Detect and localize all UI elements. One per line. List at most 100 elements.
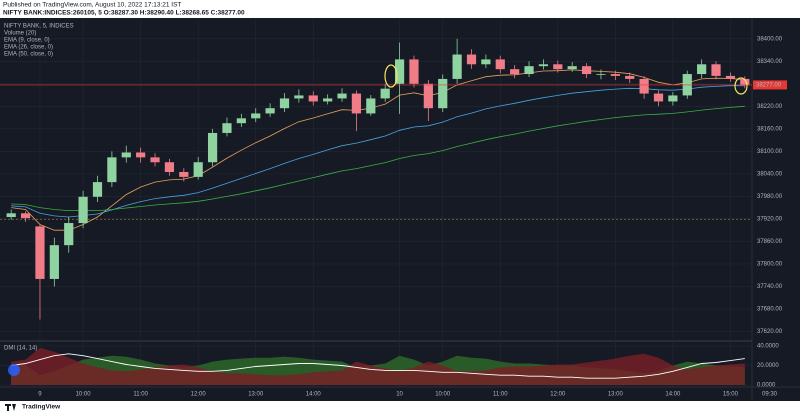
y-tick-label: 37740.00 [757, 284, 783, 290]
candle-body [107, 157, 117, 183]
legend-title: NIFTY BANK, 5, INDICES [4, 24, 74, 30]
y-tick-label: 38220.00 [757, 104, 783, 110]
candle-body [625, 75, 635, 79]
legend-entry: Volume (20) [4, 31, 36, 37]
candle-body [279, 98, 290, 109]
candle-body [510, 69, 520, 75]
header-line-2: NIFTY BANK:INDICES:260105, 5 O:38287.30 … [3, 10, 245, 17]
candle-body [323, 98, 333, 102]
plot-layer: 38400.0038340.0038280.0038220.0038160.00… [0, 18, 787, 398]
candle-body [610, 74, 620, 76]
x-tick-label: 14:00 [665, 392, 681, 398]
candle-body [6, 213, 16, 218]
candle-body [581, 66, 592, 75]
y-tick-label: 38400.00 [757, 36, 783, 42]
annotation-circle [734, 77, 748, 95]
x-tick-label: 10:00 [76, 392, 92, 398]
candle-body [596, 74, 606, 75]
candle-body [452, 54, 462, 79]
candle-body [179, 171, 189, 177]
footer-logo: TradingView [22, 404, 61, 411]
candle-body [265, 108, 275, 114]
dmi-title: DMI (14, 14) [4, 346, 37, 352]
x-tick-label: 10:00 [435, 392, 451, 398]
candle-body [423, 83, 433, 109]
candle-body [740, 78, 750, 85]
candle-body [35, 226, 45, 279]
candle-body [409, 59, 419, 84]
ema-line [11, 105, 745, 211]
candle-body [524, 66, 534, 75]
candle-body [294, 95, 304, 99]
candle-body [380, 88, 390, 99]
x-corner-label: 09:30 [762, 392, 778, 398]
candle-body [20, 213, 31, 219]
candle-body [92, 182, 103, 197]
x-tick-label: 11:00 [133, 392, 148, 398]
candle-body [337, 93, 347, 99]
y-tick-label: 37980.00 [757, 194, 783, 200]
y2-tick-label: 0.0000 [757, 383, 776, 389]
indicator-icon[interactable] [8, 364, 20, 376]
candle-body [308, 95, 318, 102]
candle-body [121, 152, 131, 158]
candle-body [538, 64, 549, 67]
last-price-label: 38277.00 [756, 83, 782, 89]
candle-body [222, 123, 232, 133]
x-tick-label: 12:00 [550, 392, 566, 398]
candle-body [78, 196, 88, 224]
y-tick-label: 37620.00 [757, 329, 783, 335]
candle-body [697, 64, 707, 75]
candle-body [193, 162, 203, 177]
x-tick-label: 15:00 [723, 392, 739, 398]
adx-line [11, 353, 745, 379]
x-tick-label: 10 [396, 392, 403, 398]
candle-body [236, 118, 246, 124]
candle-body [366, 98, 376, 114]
candle-body [495, 59, 505, 70]
header-line-1: Published on TradingView.com, August 10,… [3, 2, 181, 9]
x-tick-label: 13:00 [248, 392, 264, 398]
y2-tick-label: 20.0000 [757, 363, 779, 369]
ema-line [11, 85, 745, 218]
candle-body [466, 54, 477, 65]
y-tick-label: 37680.00 [757, 307, 783, 313]
annotation-circle [384, 64, 398, 88]
x-tick-label: 13:00 [608, 392, 624, 398]
y-tick-label: 38340.00 [757, 59, 783, 65]
y-tick-label: 37800.00 [757, 262, 783, 268]
candle-body [351, 93, 362, 114]
candle-body [567, 66, 577, 70]
candle-body [207, 132, 218, 163]
candle-body [438, 78, 448, 109]
x-tick-label: 11:00 [493, 392, 508, 398]
candle-body [668, 95, 678, 102]
y-tick-label: 38160.00 [757, 126, 783, 132]
candle-body [639, 78, 649, 94]
y-tick-label: 37920.00 [757, 216, 783, 222]
ema-line [11, 69, 745, 231]
candle-body [481, 59, 491, 65]
di-area [11, 347, 745, 385]
candle-body [711, 64, 721, 76]
candle-body [725, 75, 736, 79]
x-tick-label: 9 [38, 392, 42, 398]
y-tick-label: 37860.00 [757, 239, 783, 245]
legend-entry: EMA (9, close, 0) [4, 38, 50, 44]
candle-body [64, 223, 74, 246]
legend-entry: EMA (26, close, 0) [4, 45, 53, 51]
candle-body [251, 113, 261, 119]
candle-body [49, 245, 59, 279]
x-tick-label: 14:00 [306, 392, 322, 398]
x-tick-label: 12:00 [191, 392, 207, 398]
y2-tick-label: 40.0000 [757, 344, 779, 350]
logo-mark [5, 404, 16, 411]
candle-body [553, 64, 563, 70]
y-tick-label: 38040.00 [757, 171, 783, 177]
candle-body [164, 162, 175, 172]
candle-body [653, 93, 664, 102]
candle-body [150, 157, 160, 163]
y-tick-label: 38100.00 [757, 149, 783, 155]
